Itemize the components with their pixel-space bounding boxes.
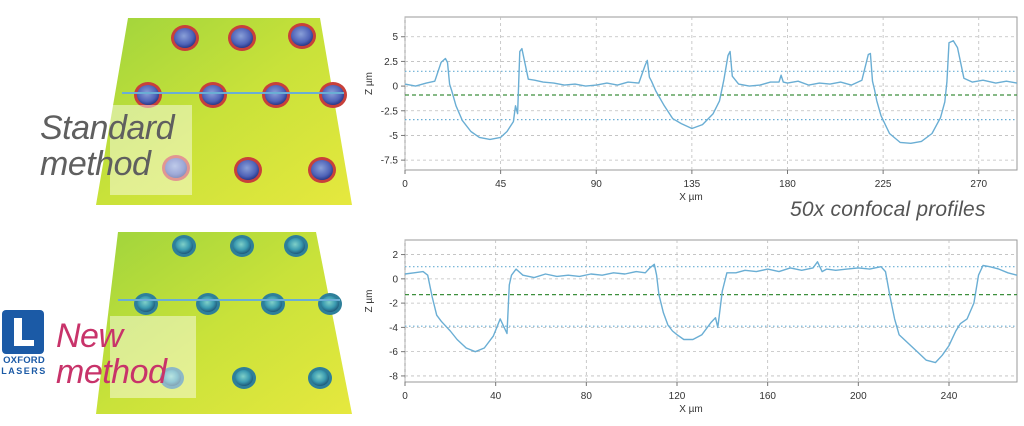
surface-images — [96, 18, 352, 414]
surface-hole — [175, 238, 193, 254]
surface-hole — [163, 370, 181, 386]
surface-hole — [264, 296, 282, 312]
standard-method-label: Standard method — [40, 109, 175, 183]
profile-charts: 0 45 90 135 180 225 270 5 2.5 0 -2.5 -5 -7.5 X µm Z µm… — [364, 16, 1018, 415]
standard-method-line2: method — [40, 145, 151, 183]
x-tick-label: 240 — [941, 391, 958, 402]
x-tick-label: 180 — [779, 179, 796, 190]
x-axis-label: X µm — [679, 192, 703, 203]
new-method-line1: New — [56, 317, 123, 355]
logo-text-lasers: LASERS — [1, 366, 47, 376]
surface-hole — [321, 296, 339, 312]
surface-hole — [322, 85, 344, 105]
logo-text-oxford: OXFORD — [3, 355, 45, 366]
surface-hole — [165, 158, 187, 178]
confocal-annotation: 50x confocal profiles — [790, 198, 986, 221]
profile-series-line — [404, 40, 1018, 144]
surface-hole — [311, 370, 329, 386]
standard-surface-map — [96, 18, 352, 205]
standard-profile-chart: 0 45 90 135 180 225 270 5 2.5 0 -2.5 -5 -7.5 X µm Z µm — [364, 16, 1018, 203]
surface-hole — [235, 370, 253, 386]
y-tick-label: 5 — [392, 32, 398, 43]
x-tick-label: 80 — [581, 391, 593, 402]
x-tick-label: 90 — [591, 179, 603, 190]
x-tick-label: 200 — [850, 391, 867, 402]
y-axis-label: Z µm — [364, 72, 375, 95]
surface-hole — [137, 296, 155, 312]
surface-hole — [199, 296, 217, 312]
surface-hole — [137, 85, 159, 105]
x-tick-label: 160 — [759, 391, 776, 402]
oxford-lasers-logo — [2, 310, 44, 354]
x-tick-label: 40 — [490, 391, 502, 402]
x-tick-label: 120 — [669, 391, 686, 402]
y-tick-label: 2.5 — [384, 57, 398, 68]
new-method-label: New method — [56, 317, 167, 391]
x-tick-label: 270 — [970, 179, 987, 190]
y-tick-label: 0 — [392, 274, 398, 285]
new-profile-chart: 0 40 80 120 160 200 240 2 0 -2 -4 -6 -8 X µm Z µm — [364, 239, 1018, 415]
plot-frame — [404, 239, 1018, 383]
surface-hole — [287, 238, 305, 254]
surface-hole — [291, 26, 313, 46]
x-axis-label: X µm — [679, 404, 703, 415]
new-method-line2: method — [56, 353, 167, 391]
surface-hole — [174, 28, 196, 48]
y-tick-label: 0 — [392, 82, 398, 93]
surface-hole — [202, 85, 224, 105]
x-tick-label: 45 — [495, 179, 507, 190]
y-tick-label: -4 — [389, 323, 398, 334]
standard-method-line1: Standard — [40, 109, 175, 147]
surface-hole — [311, 160, 333, 180]
x-tick-label: 135 — [684, 179, 701, 190]
y-tick-label: -6 — [389, 347, 398, 358]
y-tick-label: -8 — [389, 371, 398, 382]
y-tick-label: -2 — [389, 299, 398, 310]
surface-hole — [233, 238, 251, 254]
surface-hole — [237, 160, 259, 180]
y-tick-label: -5 — [389, 131, 398, 142]
surface-hole — [265, 85, 287, 105]
new-surface-map — [96, 232, 352, 414]
plot-frame — [404, 16, 1018, 171]
profile-series-line — [404, 261, 1018, 364]
y-tick-label: -7.5 — [381, 156, 399, 167]
y-tick-label: -2.5 — [381, 106, 399, 117]
x-tick-label: 225 — [875, 179, 892, 190]
y-tick-label: 2 — [392, 250, 398, 261]
surface-hole — [231, 28, 253, 48]
x-tick-label: 0 — [402, 179, 408, 190]
x-tick-label: 0 — [402, 391, 408, 402]
y-axis-label: Z µm — [364, 290, 375, 313]
